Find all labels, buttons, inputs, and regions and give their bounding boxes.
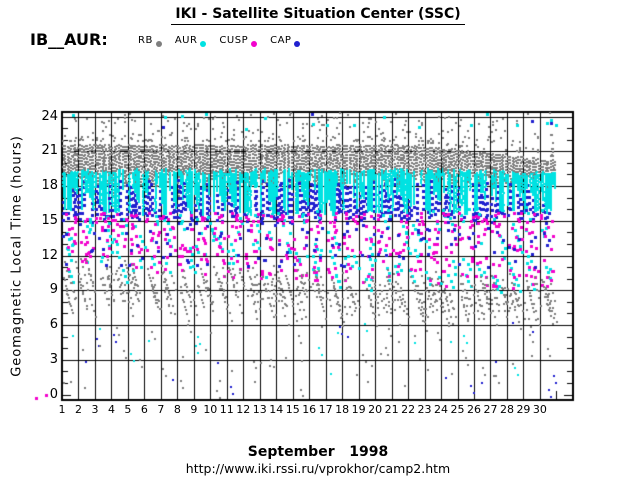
x-tick-9: 9 — [190, 403, 198, 416]
x-tick-11: 11 — [219, 403, 234, 416]
x-tick-29: 29 — [516, 403, 531, 416]
x-tick-5: 5 — [124, 403, 132, 416]
x-tick-21: 21 — [384, 403, 399, 416]
x-tick-12: 12 — [236, 403, 251, 416]
x-tick-17: 17 — [318, 403, 333, 416]
legend: RB AUR CUSP CAP — [138, 35, 301, 47]
y-tick-15: 15 — [41, 212, 58, 228]
x-tick-30: 30 — [532, 403, 547, 416]
x-tick-6: 6 — [140, 403, 148, 416]
x-tick-4: 4 — [107, 403, 115, 416]
legend-item-cap: CAP — [270, 35, 301, 47]
legend-item-rb: RB — [138, 35, 162, 47]
x-tick-13: 13 — [252, 403, 267, 416]
page-title: IKI - Satellite Situation Center (SSC) — [0, 6, 636, 25]
month-caption: September 1998 — [247, 444, 389, 460]
source-url-text: http://www.iki.rssi.ru/vprokhor/camp2.ht… — [185, 461, 451, 476]
x-tick-22: 22 — [401, 403, 416, 416]
y-tick-21: 21 — [41, 143, 58, 159]
x-tick-2: 2 — [74, 403, 82, 416]
x-tick-14: 14 — [269, 403, 284, 416]
legend-label-aur: AUR — [174, 35, 198, 46]
x-tick-27: 27 — [483, 403, 498, 416]
x-tick-8: 8 — [173, 403, 181, 416]
y-tick-3: 3 — [49, 351, 58, 367]
legend-label-cap: CAP — [270, 35, 292, 46]
aur-dot-icon — [200, 41, 207, 47]
x-tick-23: 23 — [417, 403, 432, 416]
legend-item-aur: AUR — [174, 35, 207, 47]
y-tick-24: 24 — [41, 108, 58, 124]
legend-label-rb: RB — [138, 35, 153, 46]
page-title-text: IKI - Satellite Situation Center (SSC) — [171, 6, 465, 25]
x-tick-15: 15 — [285, 403, 300, 416]
x-tick-19: 19 — [351, 403, 366, 416]
x-tick-10: 10 — [203, 403, 218, 416]
x-tick-18: 18 — [335, 403, 350, 416]
x-tick-16: 16 — [302, 403, 317, 416]
x-tick-26: 26 — [467, 403, 481, 416]
y-tick-6: 6 — [49, 317, 58, 332]
cap-dot-icon — [294, 41, 301, 47]
x-tick-28: 28 — [499, 403, 514, 416]
y-tick-18: 18 — [41, 178, 58, 193]
x-tick-3: 3 — [91, 403, 99, 416]
legend-item-cusp: CUSP — [219, 35, 258, 47]
rb-dot-icon — [155, 41, 162, 47]
legend-label-cusp: CUSP — [219, 35, 249, 46]
x-tick-24: 24 — [434, 403, 449, 416]
dataset-label: IB__AUR: — [30, 30, 108, 49]
cusp-dot-icon — [251, 41, 258, 47]
x-tick-20: 20 — [368, 403, 383, 416]
x-tick-25: 25 — [450, 403, 465, 416]
y-tick-9: 9 — [49, 282, 58, 298]
x-tick-1: 1 — [58, 403, 66, 416]
y-tick-0: 0 — [49, 386, 58, 402]
x-tick-7: 7 — [157, 403, 165, 416]
y-tick-12: 12 — [41, 247, 58, 263]
